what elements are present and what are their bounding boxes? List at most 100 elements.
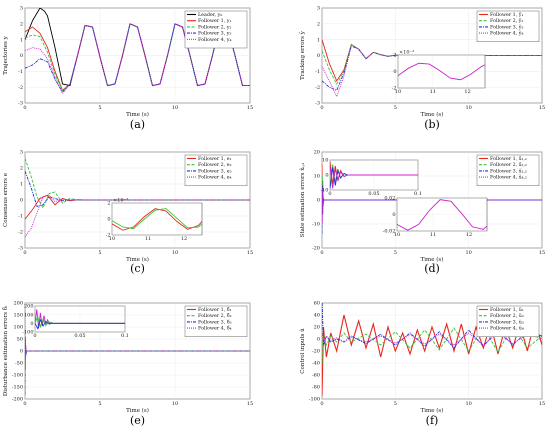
y-tick-label: 0 [20,198,23,204]
inset-series-line-3 [35,318,125,330]
y-axis-label: State estimation errors x̃ᵢ,₂ [300,163,306,238]
y-tick-label: -100 [12,373,23,379]
panel-caption: (e) [130,414,145,427]
inset-y-tick-label: -0.02 [383,229,396,235]
inset-x-tick-label: 0.1 [121,333,129,339]
legend-entry: Leader, y₀ [198,12,222,18]
series-line-5 [25,23,250,95]
x-tick-label: 15 [247,250,253,256]
y-tick-label: 40 [314,313,320,319]
inset-plot: 10 11 12 2 0 -2 ×10⁻³ [106,198,203,242]
y-tick-label: 1 [317,37,320,43]
x-tick-label: 5 [394,105,397,111]
inset-y-tick-label: 2 [107,201,110,207]
y-tick-label: -20 [312,349,320,355]
inset-x-tick-label: 0 [33,333,36,339]
y-tick-label: -100 [309,397,320,403]
inset-series-line-4 [330,165,418,189]
x-tick-label: 0 [23,105,26,111]
inset-x-tick-label: 11 [430,232,436,238]
x-tick-label: 15 [539,401,545,407]
y-axis-label: Control inputs û [299,328,306,374]
inset-series-line-3 [330,167,418,189]
legend-entry: Follower 3, e₃ [198,168,232,174]
inset-x-tick-label: 12 [466,232,472,238]
inset-y-tick-label: 0 [30,321,33,327]
series-line-4 [25,194,250,238]
y-tick-label: 2 [317,22,320,28]
inset-plot: 10 11 12 0.02 0 -0.02 [383,196,488,238]
legend-entry: Follower 2, y₂ [198,24,231,30]
x-axis-label: Time (s) [126,111,149,118]
x-tick-label: 0 [320,105,323,111]
legend-entry: Follower 3, δ̃₃ [198,319,232,325]
y-tick-label: 3 [317,6,320,12]
legend-entry: Follower 1, x̃₁,₂ [490,156,527,162]
legend-entry: Follower 1, e₁ [198,156,232,162]
inset-y-tick-label: -100 [22,330,33,336]
y-tick-label: 200 [13,301,23,307]
y-tick-label: 1 [20,37,23,43]
inset-y-tick-label: 0.02 [384,196,395,202]
y-tick-label: 2 [20,22,23,28]
y-tick-label: -1 [18,214,23,220]
inset-exponent: ×10⁻³ [113,198,128,204]
y-tick-label: -1 [18,69,23,75]
legend-entry: Follower 2, x̃₂,₂ [490,162,527,168]
x-tick-label: 10 [172,401,178,407]
y-tick-label: 3 [20,6,23,12]
legend-entry: Follower 3, y₃ [198,31,231,37]
series-line-2 [322,324,542,364]
x-axis-label: Time (s) [421,407,444,414]
y-axis-label: Consensus errors e [3,173,9,227]
y-tick-label: -1 [315,69,320,75]
x-tick-label: 5 [98,401,101,407]
y-tick-label: -40 [312,361,320,367]
y-tick-label: 3 [20,150,23,156]
x-tick-label: 10 [172,250,178,256]
inset-y-tick-label: 0 [393,69,396,75]
y-tick-label: -200 [12,397,23,403]
x-axis-label: Time (s) [421,111,444,118]
x-tick-label: 10 [465,105,471,111]
inset-y-tick-label: 2 [393,53,396,59]
y-tick-label: 0 [20,349,23,355]
y-axis-label: Disturbance estimation errors δ̃ᵢ [3,305,9,396]
inset-y-tick-label: -10 [320,188,328,194]
y-tick-label: 1 [20,182,23,188]
y-tick-label: -2 [18,230,23,236]
x-tick-label: 10 [172,105,178,111]
inset-series-line-2 [112,208,202,230]
x-axis-label: Time (s) [126,407,149,414]
legend-box [184,10,248,49]
panel-f: 0 5 10 15 60 40 20 0 -20 -40 -60 -80 -100 Time (s) Con… [299,301,545,427]
legend-entry: Follower 4, y₄ [198,37,231,43]
x-tick-label: 5 [394,401,397,407]
y-tick-label: -10 [312,222,320,228]
inset-series-line-1 [397,199,487,231]
inset-x-tick-label: 0 [328,191,331,197]
inset-y-tick-label: 100 [24,312,34,318]
x-tick-label: 0 [23,401,26,407]
x-axis-label: Time (s) [421,256,444,263]
y-tick-label: 60 [314,301,320,307]
y-tick-label: 2 [20,166,23,172]
panel-caption: (c) [130,262,145,275]
y-tick-label: 0 [20,53,23,59]
inset-x-tick-label: 10 [395,89,401,95]
inset-exponent: ×10⁻³ [399,50,414,56]
legend-entry: Follower 1, ỹ₁ [490,11,523,18]
series-line-4 [322,180,542,225]
inset-x-tick-label: 12 [464,89,470,95]
legend-entry: Follower 2, û₂ [490,312,524,319]
legend-entry: Follower 1, y₁ [198,18,231,24]
x-tick-label: 10 [465,250,471,256]
inset-x-tick-label: 0.05 [74,333,85,339]
